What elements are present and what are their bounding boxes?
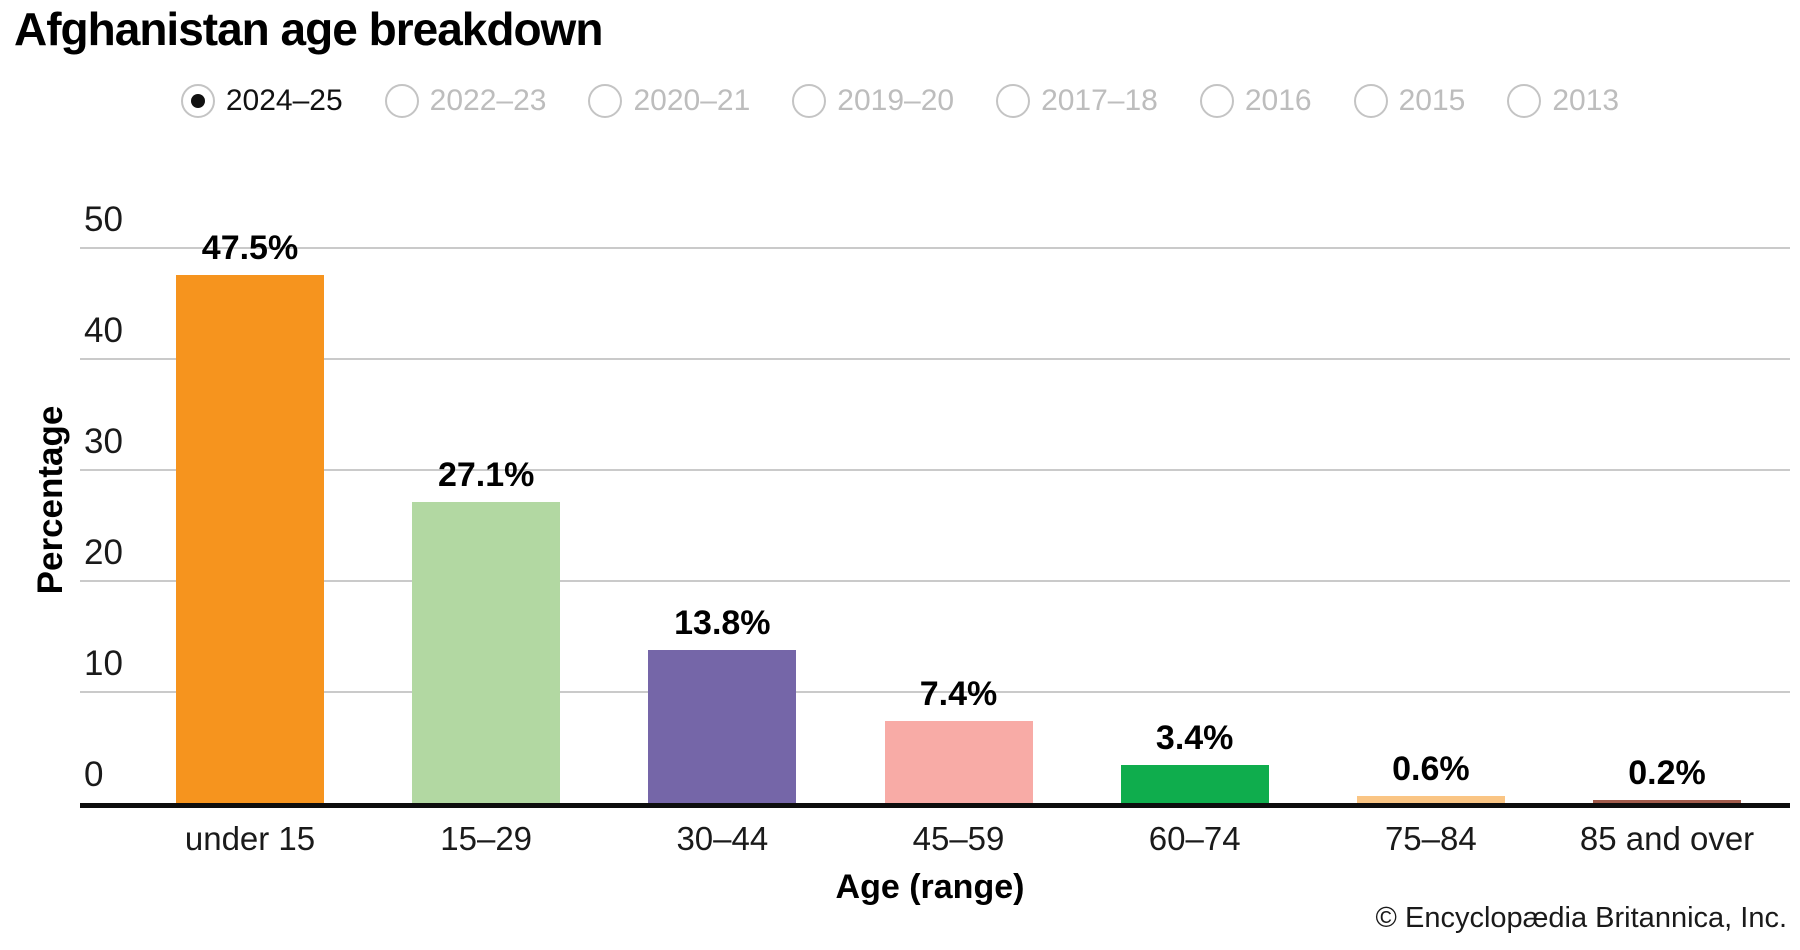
y-tick-label-20: 20 <box>84 532 123 572</box>
radio-dot <box>190 94 205 108</box>
radio-icon[interactable] <box>1353 84 1388 118</box>
x-category-label: 60–74 <box>1148 820 1241 857</box>
copyright-notice: © Encyclopædia Britannica, Inc. <box>1375 902 1787 934</box>
year-option-label[interactable]: 2016 <box>1244 84 1312 117</box>
x-axis-title: Age (range) <box>835 868 1025 906</box>
bar-45-59 <box>884 720 1033 803</box>
y-tick-label-30: 30 <box>84 421 123 461</box>
gridline-y-50 <box>80 246 1790 249</box>
bar-30-44 <box>648 649 797 803</box>
bar-value-label: 7.4% <box>919 674 998 713</box>
year-option-label[interactable]: 2013 <box>1552 84 1620 117</box>
gridline-y-20 <box>80 579 1790 582</box>
bar-15-29 <box>412 501 561 803</box>
year-option-2015[interactable]: 2015 <box>1353 84 1466 118</box>
bar-value-label: 47.5% <box>201 229 299 268</box>
radio-icon[interactable] <box>1199 84 1234 118</box>
year-option-label[interactable]: 2022–23 <box>429 84 547 117</box>
y-tick-label-50: 50 <box>84 199 123 239</box>
gridline-y-30 <box>80 468 1790 471</box>
y-tick-label-40: 40 <box>84 310 123 350</box>
year-selector: 2024–25 2022–23 2020–21 2019–20 2017–18 2016 2… <box>0 84 1800 118</box>
year-option-2013[interactable]: 2013 <box>1507 84 1619 118</box>
year-option-2020-21[interactable]: 2020–21 <box>588 84 750 118</box>
radio-icon[interactable] <box>996 84 1031 118</box>
x-category-label: 15–29 <box>440 820 533 857</box>
x-category-label: 85 and over <box>1579 820 1755 857</box>
year-option-label[interactable]: 2019–20 <box>837 84 955 117</box>
radio-icon[interactable] <box>792 84 827 118</box>
y-tick-label-10: 10 <box>84 643 123 683</box>
bar-85-and-over <box>1593 799 1742 803</box>
gridline-y-10 <box>80 690 1790 693</box>
chart-title: Afghanistan age breakdown <box>14 3 603 55</box>
bar-under-15 <box>176 275 324 803</box>
bar-value-label: 3.4% <box>1155 719 1234 758</box>
year-option-2017-18[interactable]: 2017–18 <box>996 84 1158 118</box>
x-category-label: 30–44 <box>676 820 769 857</box>
year-option-2024-25[interactable]: 2024–25 <box>180 84 343 118</box>
year-option-2019-20[interactable]: 2019–20 <box>792 84 954 118</box>
year-option-2022-23[interactable]: 2022–23 <box>384 84 547 118</box>
x-category-label: 45–59 <box>912 820 1005 857</box>
radio-selected-icon[interactable] <box>180 84 215 118</box>
year-option-2016[interactable]: 2016 <box>1199 84 1312 118</box>
bar-value-label: 0.2% <box>1628 753 1706 792</box>
x-category-label: under 15 <box>184 820 316 857</box>
y-axis-title: Percentage <box>31 405 70 595</box>
year-option-label[interactable]: 2015 <box>1398 84 1466 117</box>
x-axis-line <box>80 803 1790 808</box>
radio-icon[interactable] <box>384 84 419 118</box>
bar-value-label: 0.6% <box>1392 750 1470 789</box>
gridline-y-40 <box>80 357 1790 360</box>
radio-icon[interactable] <box>588 84 623 118</box>
radio-icon[interactable] <box>1507 84 1542 118</box>
bar-75-84 <box>1356 796 1505 803</box>
year-option-label[interactable]: 2020–21 <box>633 84 751 117</box>
x-category-label: 75–84 <box>1384 820 1477 857</box>
y-tick-label-0: 0 <box>84 755 104 794</box>
bar-value-label: 13.8% <box>674 603 771 642</box>
bar-60-74 <box>1120 765 1269 803</box>
year-option-label[interactable]: 2024–25 <box>225 84 343 117</box>
bar-value-label: 27.1% <box>437 455 535 494</box>
year-option-label[interactable]: 2017–18 <box>1041 84 1158 117</box>
